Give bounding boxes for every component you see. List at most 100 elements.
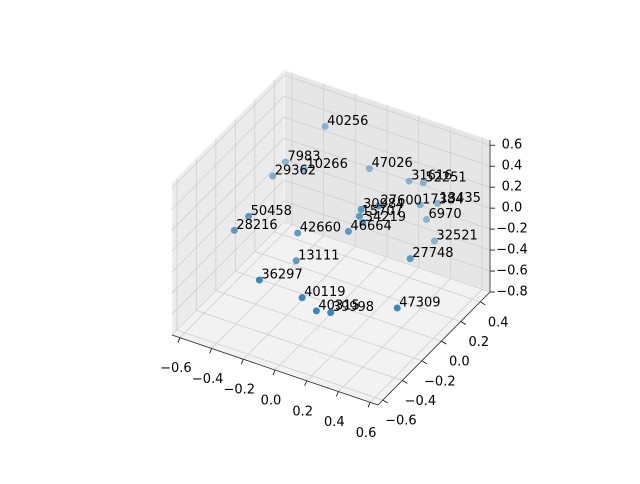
data-point <box>405 177 413 185</box>
data-point <box>423 215 431 223</box>
point-label: 50458 <box>251 204 292 219</box>
z-tick-label: 0.0 <box>502 201 523 216</box>
data-point <box>419 179 427 187</box>
point-label: 40256 <box>327 114 368 129</box>
x-tick-label: 0.6 <box>356 426 377 441</box>
point-label: 27748 <box>412 246 453 261</box>
tick-mark <box>441 340 447 345</box>
grid-line <box>283 179 491 251</box>
point-label: 30984 <box>363 197 404 212</box>
z-tick-label: −0.2 <box>496 222 528 237</box>
data-point <box>298 294 306 302</box>
point-label: 28216 <box>236 218 277 233</box>
grid-line <box>283 158 491 230</box>
grid-line <box>235 270 442 342</box>
data-point <box>416 201 424 209</box>
z-tick-label: −0.8 <box>496 285 528 300</box>
grid-line <box>254 251 461 322</box>
tick-mark <box>304 380 308 386</box>
point-label: 40119 <box>304 285 345 300</box>
tick-mark <box>272 369 276 376</box>
point-label: 17384 <box>422 192 463 207</box>
data-point <box>294 229 302 237</box>
grid-line <box>176 329 383 401</box>
tick-mark <box>209 348 212 354</box>
data-point <box>300 166 308 174</box>
grid-line <box>179 224 293 338</box>
tick-mark <box>421 360 428 365</box>
grid-line <box>283 221 491 293</box>
y-tick-label: −0.6 <box>385 414 417 429</box>
x-tick-label: −0.6 <box>160 361 192 376</box>
y-tick-label: 0.4 <box>488 315 509 330</box>
y-tick-label: 0.2 <box>468 335 489 350</box>
point-label: 36297 <box>261 267 302 282</box>
point-label: 42660 <box>300 221 341 236</box>
point-label: 6970 <box>429 207 462 222</box>
data-point <box>357 205 365 213</box>
grid-line <box>283 95 491 167</box>
grid-line <box>306 267 419 382</box>
point-label: 7983 <box>287 150 320 165</box>
data-point <box>365 165 373 173</box>
data-point <box>359 219 367 227</box>
data-point <box>269 172 277 180</box>
grid-line <box>171 200 285 315</box>
point-label: 47309 <box>399 295 440 310</box>
data-point <box>434 199 442 207</box>
tick-mark <box>382 399 389 404</box>
data-point <box>375 202 383 210</box>
data-point <box>245 212 253 220</box>
data-point <box>312 307 320 315</box>
x-tick-label: 0.2 <box>292 404 313 419</box>
data-point <box>430 237 438 245</box>
grid-line <box>211 235 324 349</box>
tick-mark <box>480 301 486 306</box>
point-label: 46664 <box>350 219 391 234</box>
data-point <box>321 122 329 130</box>
y-tick-label: −0.2 <box>424 374 456 389</box>
grid-line <box>283 116 491 188</box>
z-tick-label: 0.4 <box>502 159 523 174</box>
grid-line <box>171 179 285 294</box>
data-point <box>230 226 238 234</box>
point-label: 39998 <box>333 300 374 315</box>
tick-mark <box>460 321 466 325</box>
point-label: 47026 <box>371 156 412 171</box>
point-label: 29362 <box>275 164 316 179</box>
point-label: 40315 <box>318 298 359 313</box>
grid-line <box>369 289 483 403</box>
data-point <box>356 212 364 220</box>
z-tick-label: −0.6 <box>496 264 528 279</box>
point-label: 13435 <box>440 191 481 206</box>
grid-line <box>283 200 491 272</box>
grid-line <box>283 74 491 146</box>
point-label: 34219 <box>365 210 406 225</box>
tick-mark <box>402 380 408 384</box>
tick-mark <box>240 359 244 365</box>
data-point <box>344 227 352 235</box>
grid-line <box>171 95 285 210</box>
grid-line <box>274 231 481 303</box>
grid-line <box>338 278 451 392</box>
z-tick-label: −0.4 <box>496 243 528 258</box>
x-tick-label: 0.0 <box>261 394 282 409</box>
y-tick-label: −0.4 <box>405 394 437 409</box>
x-tick-label: −0.2 <box>224 383 256 398</box>
grid-line <box>171 158 285 273</box>
data-point <box>327 309 335 317</box>
grid-line <box>243 245 356 360</box>
grid-line <box>171 137 285 252</box>
point-label: 13111 <box>298 248 339 263</box>
point-label: 32521 <box>436 229 477 244</box>
data-point <box>393 304 401 312</box>
z-tick-label: 0.2 <box>502 180 523 195</box>
grid-line <box>171 221 285 336</box>
data-point <box>292 257 300 265</box>
tick-mark <box>336 391 339 397</box>
grid-line <box>215 290 422 362</box>
x-tick-label: −0.4 <box>192 372 224 387</box>
y-tick-label: 0.0 <box>449 355 470 370</box>
x-axis-line <box>171 334 379 406</box>
